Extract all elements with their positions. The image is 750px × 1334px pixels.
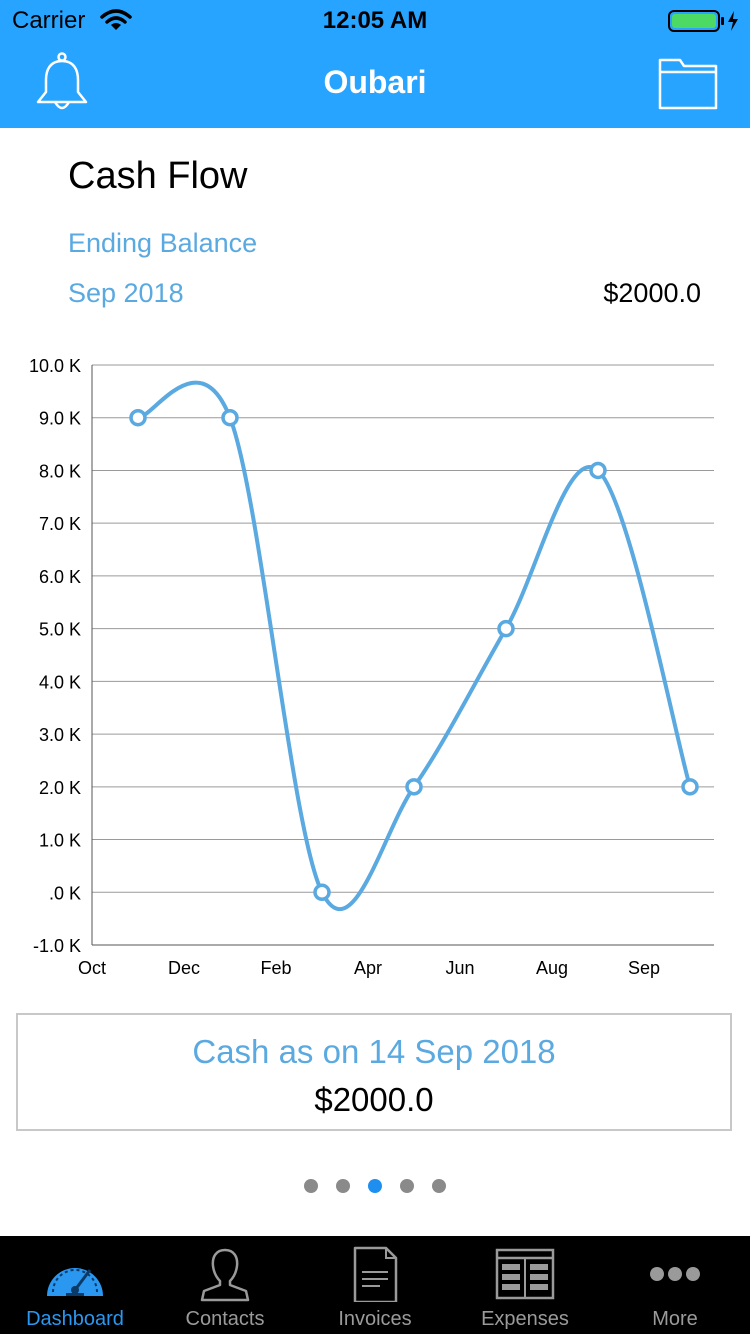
bell-icon[interactable] (34, 52, 90, 114)
page-dot[interactable] (368, 1179, 382, 1193)
page-dot[interactable] (336, 1179, 350, 1193)
y-tick-label: 3.0 K (39, 725, 81, 745)
battery-icon (668, 10, 738, 32)
series-line (137, 380, 692, 912)
tab-label-dashboard: Dashboard (26, 1308, 124, 1330)
x-tick-label: Oct (78, 958, 106, 978)
dashboard-gauge-icon (47, 1268, 103, 1296)
tab-label-contacts: Contacts (185, 1308, 265, 1330)
x-tick-label: Apr (354, 958, 382, 978)
data-point (681, 778, 699, 796)
status-bar: Carrier 12:05 AM (0, 0, 750, 40)
y-tick-label: 2.0 K (39, 778, 81, 798)
data-point (589, 461, 607, 480)
page-dot[interactable] (432, 1179, 446, 1193)
y-tick-label: 8.0 K (39, 461, 81, 481)
cash-flow-chart: 10.0 K 9.0 K 8.0 K 7.0 K 6.0 K 5.0 K 4.0 K 3.0 … (29, 356, 714, 978)
x-tick-label: Sep (628, 958, 660, 978)
tab-invoices[interactable]: Invoices (300, 1236, 450, 1334)
cash-summary-label: Cash as on 14 Sep 2018 (192, 1033, 556, 1070)
y-tick-label: 6.0 K (39, 567, 81, 587)
wifi-icon (100, 9, 132, 30)
y-tick-label: 9.0 K (39, 409, 81, 429)
ending-balance-value: $2000.0 (603, 278, 701, 308)
data-point (313, 883, 331, 902)
section-title: Cash Flow (68, 155, 248, 197)
tab-dashboard[interactable]: Dashboard (0, 1236, 150, 1334)
x-tick-label: Aug (536, 958, 568, 978)
page-indicator[interactable] (0, 1179, 750, 1193)
page-dot[interactable] (400, 1179, 414, 1193)
x-tick-label: Jun (445, 958, 474, 978)
y-tick-label: -1.0 K (33, 936, 81, 956)
data-point (221, 408, 239, 427)
y-tick-label: 5.0 K (39, 620, 81, 640)
clock: 12:05 AM (322, 7, 428, 34)
more-dots-icon (650, 1267, 700, 1281)
y-tick-label: 1.0 K (39, 831, 81, 851)
data-point (405, 778, 423, 796)
tab-more[interactable]: More (600, 1236, 750, 1334)
cash-summary-value: $2000.0 (314, 1081, 434, 1118)
y-tick-label: 7.0 K (39, 514, 81, 534)
y-tick-label: 10.0 K (29, 356, 81, 376)
ending-balance-label: Ending Balance (68, 228, 258, 258)
y-tick-label: 4.0 K (39, 672, 81, 692)
x-tick-label: Feb (260, 958, 291, 978)
tab-bar: Dashboard Contacts Invoices Expense (0, 1236, 750, 1334)
tab-label-more: More (652, 1308, 698, 1330)
x-tick-label: Dec (168, 958, 200, 978)
expenses-ledger-icon (495, 1248, 555, 1300)
page-title: Oubari (323, 64, 427, 100)
tab-label-invoices: Invoices (338, 1308, 412, 1330)
cash-summary-card: Cash as on 14 Sep 2018 $2000.0 (16, 1013, 732, 1131)
tab-label-expenses: Expenses (481, 1308, 569, 1330)
invoice-document-icon (353, 1246, 398, 1302)
data-point (497, 619, 515, 638)
period-label: Sep 2018 (68, 278, 184, 308)
y-tick-label: .0 K (49, 883, 81, 903)
tab-contacts[interactable]: Contacts (150, 1236, 300, 1334)
contact-person-icon (200, 1248, 250, 1302)
page-dot[interactable] (304, 1179, 318, 1193)
nav-bar: Oubari (0, 40, 750, 128)
carrier-label: Carrier (12, 7, 86, 34)
folder-icon[interactable] (658, 56, 718, 110)
tab-expenses[interactable]: Expenses (450, 1236, 600, 1334)
data-point (129, 408, 147, 427)
